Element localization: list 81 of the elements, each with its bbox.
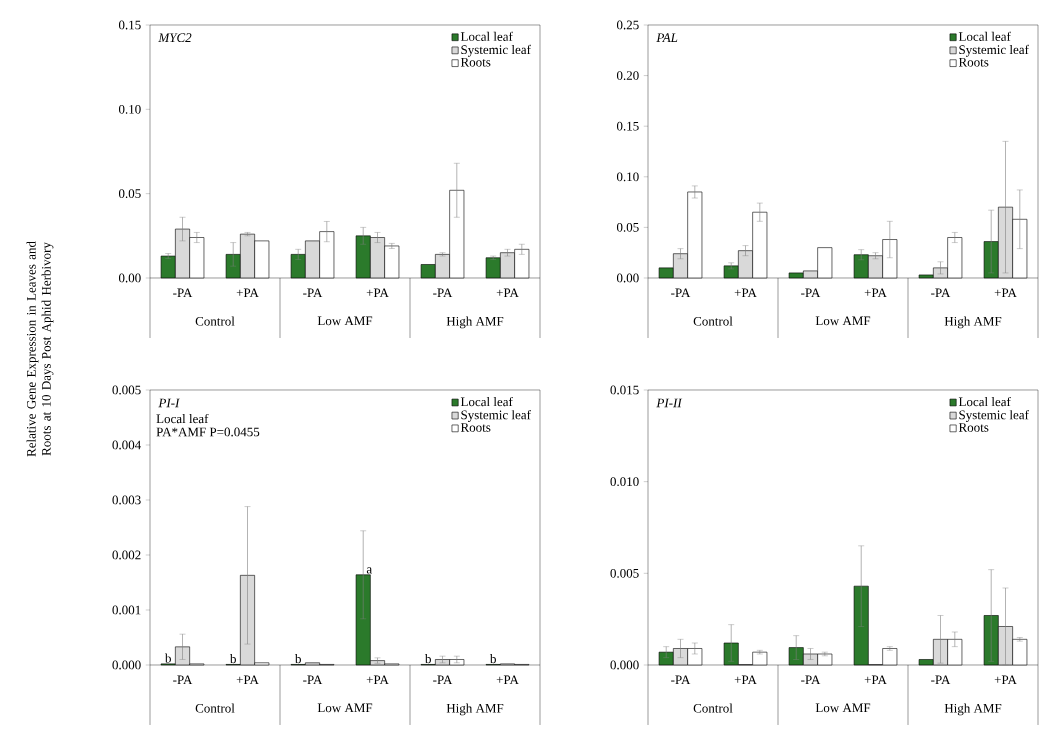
text: Low AMF xyxy=(815,703,871,713)
x-tick-label: +PA xyxy=(366,675,389,685)
x-tick-label: -PA xyxy=(433,675,453,685)
x-tick-label: +PA xyxy=(734,675,757,685)
y-tick-label: 0.005 xyxy=(610,568,639,578)
x-tick-label: -PA xyxy=(801,288,821,298)
x-tick-label: -PA xyxy=(931,675,951,685)
legend-label: Local leaf xyxy=(958,396,1011,407)
y-tick-label: 0.001 xyxy=(112,605,141,615)
data-label: b xyxy=(229,654,236,664)
legend-label: Systemic leaf xyxy=(959,410,1029,422)
chart-title: MYC2 xyxy=(158,33,192,43)
y-tick-label: 0.00 xyxy=(118,273,141,283)
x-tick-label: +PA xyxy=(994,288,1017,298)
legend-label: Local leaf xyxy=(460,396,513,407)
x-tick-label: -PA xyxy=(173,675,193,685)
x-tick-label: +PA xyxy=(366,288,389,298)
text: High AMF xyxy=(446,703,504,716)
x-tick-label: +PA xyxy=(496,288,519,298)
data-label: b xyxy=(294,654,301,664)
data-label: a xyxy=(366,567,372,574)
x-tick-label: -PA xyxy=(931,288,951,298)
x-tick-label: -PA xyxy=(801,675,821,685)
y-tick-label: 0.005 xyxy=(112,385,141,395)
text: Control xyxy=(195,316,235,326)
text: High AMF xyxy=(446,316,504,329)
x-tick-label: -PA xyxy=(173,288,193,298)
y-tick-label: 0.000 xyxy=(610,660,639,670)
text: Control xyxy=(195,703,235,713)
legend-label: Roots xyxy=(958,57,989,67)
text: Low AMF xyxy=(815,316,871,326)
text: High AMF xyxy=(944,703,1002,716)
annotation: Local leaf xyxy=(156,413,209,424)
x-tick-label: +PA xyxy=(864,675,887,685)
y-tick-label: 0.05 xyxy=(118,189,141,199)
y-tick-label: 0.20 xyxy=(616,71,639,81)
legend-label: Roots xyxy=(460,57,491,67)
chart-title: PI-II xyxy=(656,398,683,408)
legend-label: Roots xyxy=(958,423,989,432)
legend-label: Local leaf xyxy=(460,31,513,41)
x-tick-label: -PA xyxy=(303,288,323,298)
data-label: b xyxy=(424,654,431,664)
y-tick-label: 0.10 xyxy=(616,172,639,182)
x-tick-label: +PA xyxy=(994,675,1017,685)
text: Control xyxy=(693,703,733,713)
text: Control xyxy=(693,316,733,326)
text: Low AMF xyxy=(317,703,373,713)
chart-title: PI-I xyxy=(158,398,180,408)
legend-label: Systemic leaf xyxy=(461,410,531,423)
y-tick-label: 0.010 xyxy=(610,477,639,487)
y-tick-label: 0.00 xyxy=(616,273,639,283)
y-tick-label: 0.10 xyxy=(118,104,141,114)
legend-label: Roots xyxy=(460,423,491,432)
x-tick-label: +PA xyxy=(864,288,887,298)
legend-label: Systemic leaf xyxy=(959,44,1029,57)
data-label: b xyxy=(489,654,496,664)
y-tick-label: 0.015 xyxy=(610,385,639,395)
y-axis-title: Relative Gene Expression in Leaves and Roots at 10 Days Post Aphid Herbivory xyxy=(26,241,54,457)
y-tick-label: 0.15 xyxy=(616,121,639,131)
x-tick-label: -PA xyxy=(671,675,691,685)
x-tick-label: +PA xyxy=(496,675,519,685)
text: Low AMF xyxy=(317,316,373,326)
y-tick-label: 0.25 xyxy=(616,20,639,30)
annotation: PA*AMF P=0.0455 xyxy=(156,427,260,437)
legend-label: Systemic leaf xyxy=(461,44,531,57)
x-tick-label: -PA xyxy=(433,288,453,298)
x-tick-label: -PA xyxy=(303,675,323,685)
data-label: b xyxy=(164,653,171,663)
x-tick-label: +PA xyxy=(236,675,259,685)
legend-label: Local leaf xyxy=(958,31,1011,41)
x-tick-label: +PA xyxy=(734,288,757,298)
y-tick-label: 0.15 xyxy=(118,20,141,30)
chart-title: PAL xyxy=(656,33,678,42)
y-tick-label: 0.002 xyxy=(112,550,141,560)
x-tick-label: +PA xyxy=(236,288,259,298)
y-tick-label: 0.003 xyxy=(112,495,141,505)
text: High AMF xyxy=(944,316,1002,329)
y-tick-label: 0.004 xyxy=(112,440,142,450)
y-tick-label: 0.05 xyxy=(616,222,639,232)
x-tick-label: -PA xyxy=(671,288,691,298)
y-tick-label: 0.000 xyxy=(112,660,141,670)
